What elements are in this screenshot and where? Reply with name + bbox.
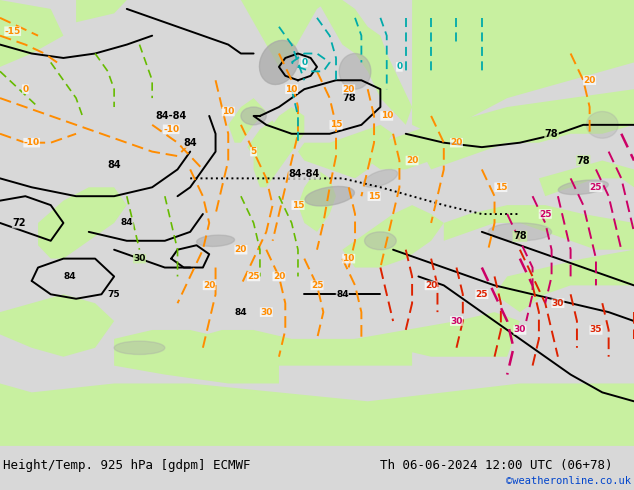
Text: 30: 30 <box>450 317 463 325</box>
Text: 0: 0 <box>22 85 29 94</box>
Polygon shape <box>495 250 634 312</box>
Text: 5: 5 <box>250 147 257 156</box>
Text: 84: 84 <box>63 272 76 281</box>
Text: Height/Temp. 925 hPa [gdpm] ECMWF: Height/Temp. 925 hPa [gdpm] ECMWF <box>3 459 250 472</box>
Text: 84: 84 <box>183 138 197 147</box>
Text: 25: 25 <box>539 210 552 219</box>
Polygon shape <box>368 125 444 170</box>
Text: 30: 30 <box>133 254 146 263</box>
Text: 10: 10 <box>285 85 298 94</box>
Text: 20: 20 <box>203 281 216 290</box>
Polygon shape <box>539 161 634 196</box>
Text: 0: 0 <box>396 62 403 72</box>
Polygon shape <box>0 0 63 67</box>
Text: 10: 10 <box>342 254 355 263</box>
Text: 25: 25 <box>311 281 323 290</box>
Ellipse shape <box>363 170 398 187</box>
Polygon shape <box>298 170 336 232</box>
Ellipse shape <box>259 40 299 84</box>
Text: 15: 15 <box>292 200 304 210</box>
Text: 78: 78 <box>545 129 559 139</box>
Polygon shape <box>247 121 279 156</box>
Polygon shape <box>38 187 127 259</box>
Text: 20: 20 <box>406 156 418 165</box>
Text: 25: 25 <box>247 272 260 281</box>
Polygon shape <box>0 294 114 357</box>
Text: 0: 0 <box>301 58 307 67</box>
Text: 20: 20 <box>342 85 355 94</box>
Polygon shape <box>0 384 634 446</box>
Polygon shape <box>178 330 412 366</box>
Text: 10: 10 <box>380 111 393 121</box>
Text: 25: 25 <box>476 290 488 299</box>
Ellipse shape <box>305 186 354 206</box>
Text: 84: 84 <box>120 219 133 227</box>
Text: 84-84: 84-84 <box>288 169 320 179</box>
Text: -10: -10 <box>23 138 40 147</box>
Text: 78: 78 <box>342 93 356 103</box>
Text: 30: 30 <box>260 308 273 317</box>
Ellipse shape <box>339 53 371 89</box>
Text: 72: 72 <box>12 218 26 228</box>
Text: 30: 30 <box>552 299 564 308</box>
Text: 15: 15 <box>495 183 507 192</box>
Polygon shape <box>114 330 279 384</box>
Text: 15: 15 <box>368 192 380 201</box>
Text: ©weatheronline.co.uk: ©weatheronline.co.uk <box>506 476 631 486</box>
Text: 78: 78 <box>576 155 590 166</box>
Polygon shape <box>76 0 127 22</box>
Text: -15: -15 <box>4 27 21 36</box>
Ellipse shape <box>586 112 618 138</box>
Polygon shape <box>241 0 330 67</box>
Text: 25: 25 <box>590 183 602 192</box>
Ellipse shape <box>488 223 552 241</box>
Text: 20: 20 <box>450 138 463 147</box>
Text: 30: 30 <box>514 325 526 335</box>
Polygon shape <box>298 125 393 178</box>
Text: -10: -10 <box>163 125 179 134</box>
Text: 10: 10 <box>222 107 235 116</box>
Text: 84-84: 84-84 <box>155 111 187 121</box>
Text: 15: 15 <box>330 121 342 129</box>
Ellipse shape <box>114 341 165 354</box>
Text: 84: 84 <box>107 160 121 170</box>
Text: 84: 84 <box>336 290 349 299</box>
Polygon shape <box>228 98 266 143</box>
Polygon shape <box>279 312 520 357</box>
Text: 20: 20 <box>583 76 596 85</box>
Polygon shape <box>412 89 634 170</box>
Text: 20: 20 <box>235 245 247 254</box>
Text: 35: 35 <box>590 325 602 335</box>
Text: 20: 20 <box>273 272 285 281</box>
Polygon shape <box>412 0 634 134</box>
Text: 78: 78 <box>513 231 527 242</box>
Text: 75: 75 <box>108 290 120 299</box>
Ellipse shape <box>559 180 608 195</box>
Polygon shape <box>355 27 412 125</box>
Polygon shape <box>342 205 444 268</box>
Polygon shape <box>254 107 304 187</box>
Ellipse shape <box>365 232 396 250</box>
Ellipse shape <box>241 107 266 125</box>
Text: Th 06-06-2024 12:00 UTC (06+78): Th 06-06-2024 12:00 UTC (06+78) <box>380 459 613 472</box>
Text: 20: 20 <box>425 281 437 290</box>
Ellipse shape <box>197 235 235 246</box>
Polygon shape <box>444 205 634 250</box>
Text: 84: 84 <box>235 308 247 317</box>
Polygon shape <box>317 0 380 80</box>
